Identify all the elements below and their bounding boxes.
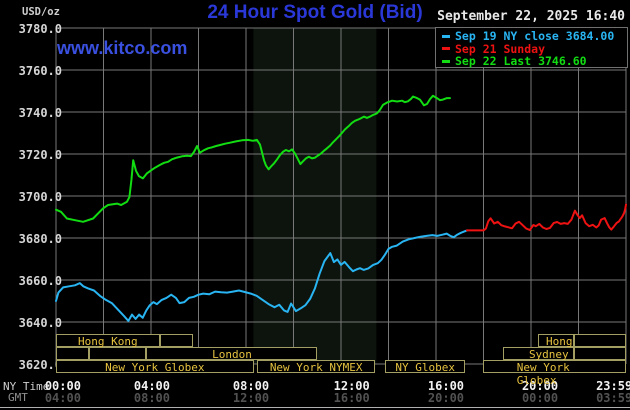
y-tick-label: 3760.0 xyxy=(18,63,62,78)
x-tick-label-ny: 04:00 xyxy=(133,379,170,393)
session-box-new-york-globex xyxy=(483,360,626,373)
chart-datetime: September 22, 2025 16:40 xyxy=(437,9,625,24)
session-label: New York NYMEX xyxy=(269,361,363,374)
session-box xyxy=(89,347,146,360)
y-tick-label: 3640.0 xyxy=(18,315,62,330)
y-tick-label: 3660.0 xyxy=(18,273,62,288)
session-label: Hong Kong xyxy=(77,335,138,348)
x-tick-label-gmt: 00:00 xyxy=(521,390,559,405)
session-label: New York Globex xyxy=(516,361,570,387)
legend-item: Sep 21 Sunday xyxy=(436,41,627,56)
session-box-london xyxy=(146,347,318,360)
kitco-watermark-link[interactable]: www.kitco.com xyxy=(57,38,188,58)
x-tick-label-gmt: 20:00 xyxy=(427,390,465,405)
x-tick-label-gmt: 08:00 xyxy=(133,390,170,405)
page-title: 24 Hour Spot Gold (Bid) xyxy=(207,2,423,23)
x-tick-label-ny: 23:59 xyxy=(596,379,630,393)
y-tick-label: 3680.0 xyxy=(18,231,62,246)
x-tick-label-gmt: 04:00 xyxy=(44,390,81,405)
series-line-1 xyxy=(465,203,627,232)
session-box-hong-kong xyxy=(56,334,160,347)
session-box-hong-kong xyxy=(537,334,574,347)
x-tick-label-ny: 12:00 xyxy=(333,379,370,393)
legend-label: Sep 19 NY close 3684.00 xyxy=(455,29,615,44)
session-label: New York Globex xyxy=(105,361,205,374)
legend-dash-icon xyxy=(442,47,450,51)
y-axis-unit-label: USD/oz xyxy=(22,6,60,18)
y-tick-label: 3700.0 xyxy=(18,189,62,204)
session-label: Sydney xyxy=(528,348,569,361)
session-box-new-york-nymex xyxy=(256,360,376,373)
y-tick-label: 3620.0 xyxy=(18,357,62,372)
legend-item: Sep 19 NY close 3684.00 xyxy=(436,29,627,44)
legend-label: Sep 22 Last 3746.60 xyxy=(455,54,587,69)
x-tick-label-ny: 00:00 xyxy=(44,379,81,393)
x-axis-row2-label: GMT xyxy=(8,391,28,404)
session-label: London xyxy=(212,348,252,361)
y-tick-label: 3780.0 xyxy=(18,21,62,36)
session-box xyxy=(573,347,626,360)
session-box xyxy=(159,334,193,347)
x-axis-row1-label: NY Time xyxy=(3,380,50,393)
session-label: NY Globex xyxy=(395,361,455,374)
x-tick-label-ny: 08:00 xyxy=(232,379,270,393)
y-tick-label: 3740.0 xyxy=(18,105,62,120)
session-box-ny-globex xyxy=(384,360,466,373)
series-line-2 xyxy=(55,94,451,223)
series-line-0 xyxy=(55,229,468,322)
legend-dash-icon xyxy=(442,59,450,63)
legend-label: Sep 21 Sunday xyxy=(455,41,546,56)
legend-item: Sep 22 Last 3746.60 xyxy=(436,54,627,69)
x-tick-label-ny: 20:00 xyxy=(521,379,559,393)
session-box-sydney xyxy=(502,347,574,360)
x-tick-label-ny: 16:00 xyxy=(427,379,465,393)
x-tick-label-gmt: 12:00 xyxy=(232,390,270,405)
session-box xyxy=(573,334,626,347)
legend-box: Sep 19 NY close 3684.00 Sep 21 Sunday Sep … xyxy=(435,27,628,68)
x-tick-label-gmt: 03:59 xyxy=(596,390,630,405)
bottom-border-line xyxy=(0,407,630,408)
session-box-new-york-globex xyxy=(56,360,254,373)
y-tick-label: 3720.0 xyxy=(18,147,62,162)
x-tick-label-gmt: 16:00 xyxy=(333,390,370,405)
legend-dash-icon xyxy=(442,34,450,38)
session-box xyxy=(56,347,89,360)
